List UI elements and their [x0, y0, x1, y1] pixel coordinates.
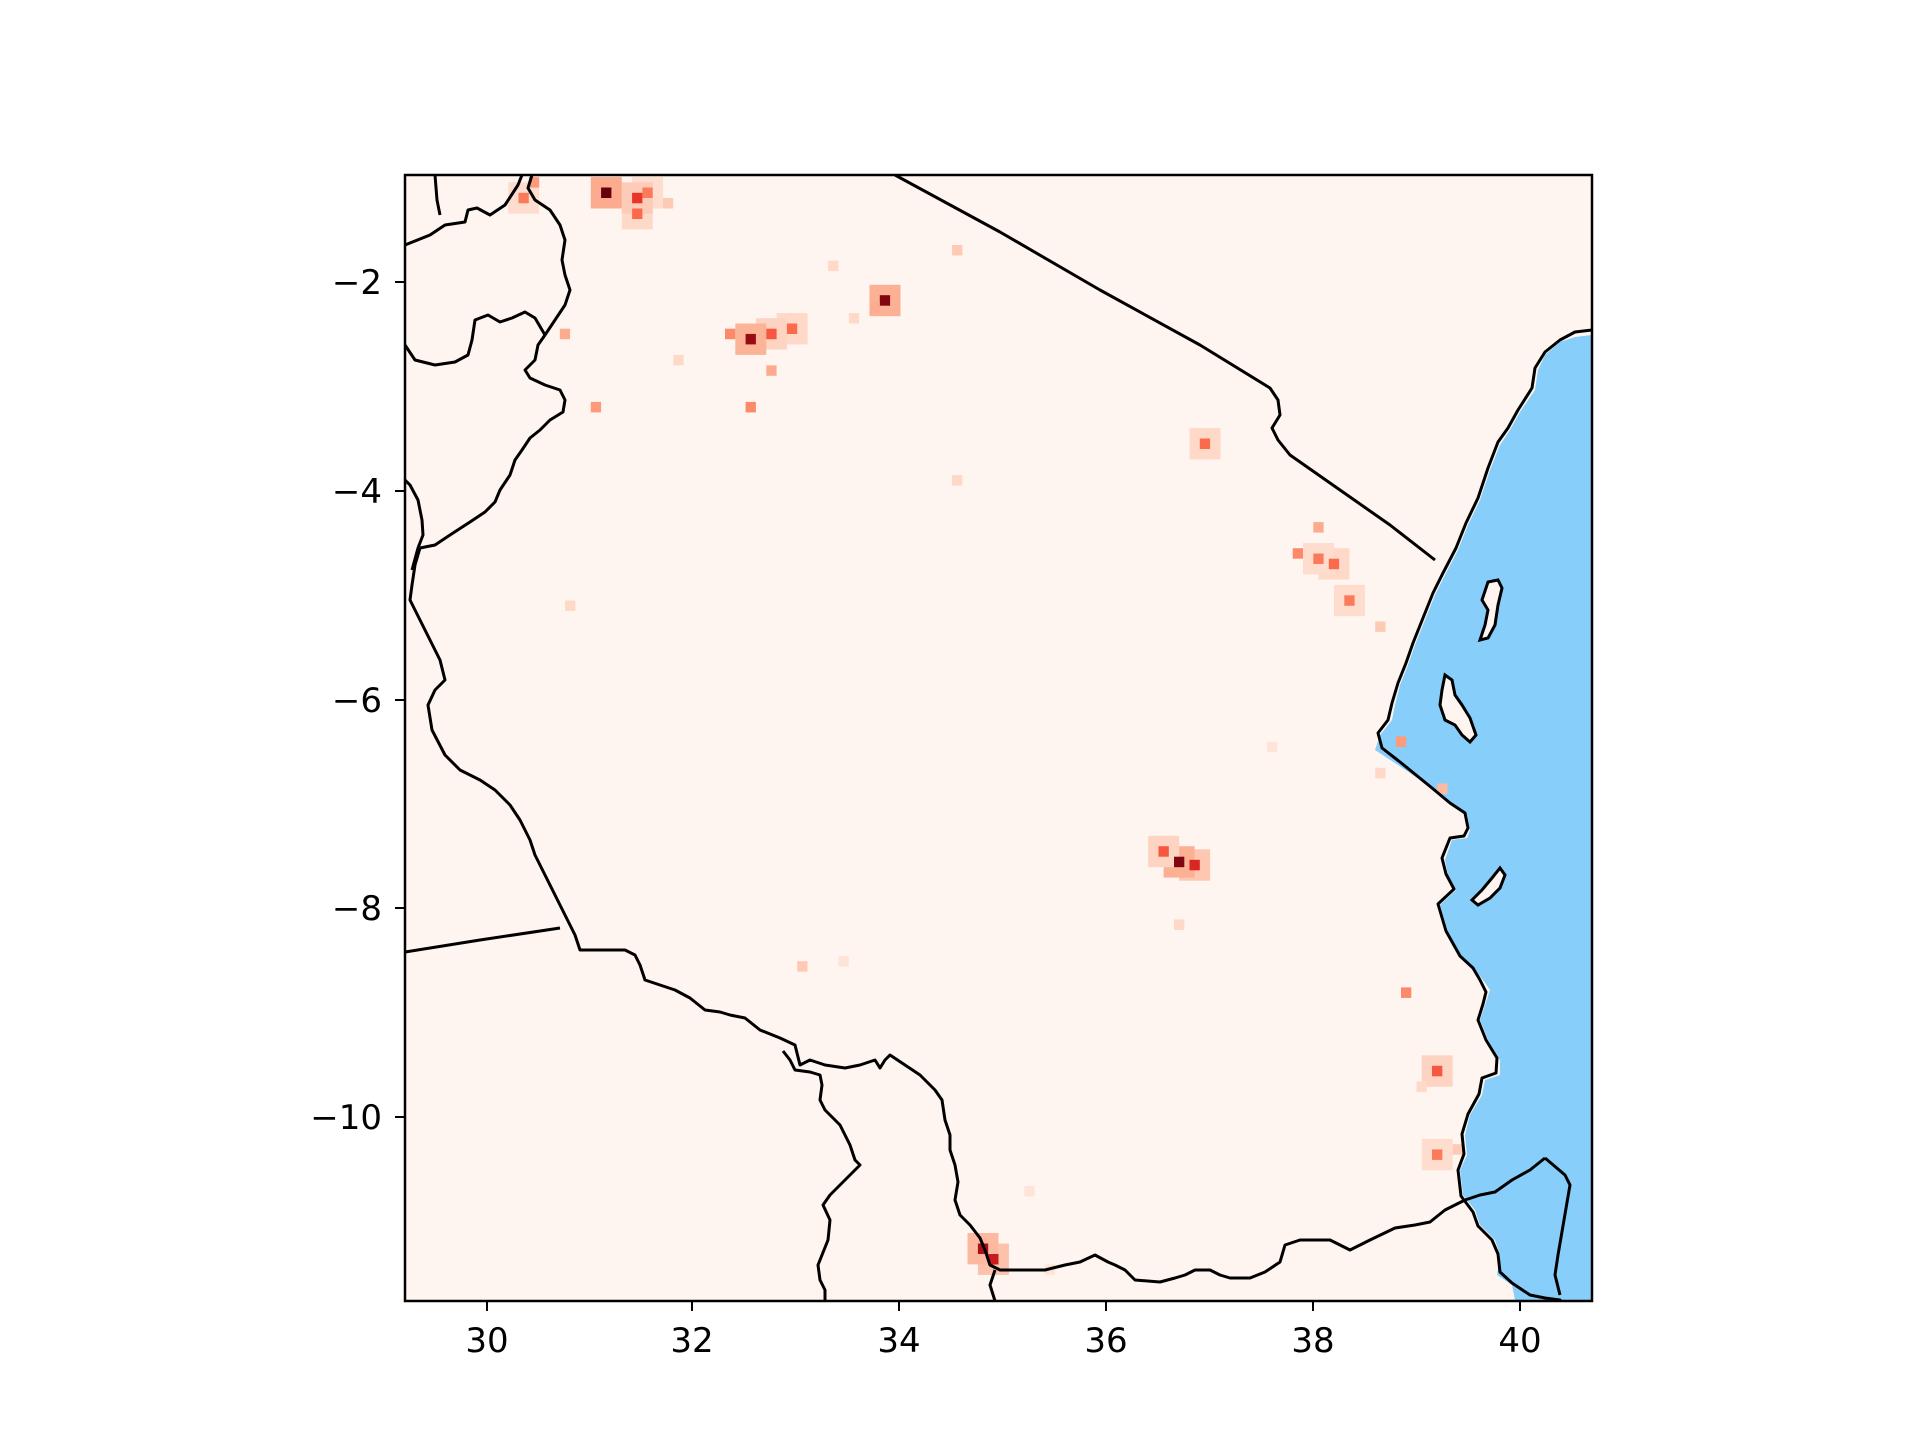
heat-pixel [1313, 522, 1324, 533]
y-tick-labels: −2 −4 −6 −8 −10 [310, 263, 382, 1138]
pemba-island [1477, 578, 1504, 643]
zambia-border [405, 926, 561, 954]
heat-pixel [952, 475, 963, 486]
heat-pixel [1266, 741, 1278, 753]
heat-pixel [565, 600, 576, 611]
heat-pixel [1174, 856, 1185, 868]
heat-pixel [1199, 438, 1211, 449]
x-tick-label: 36 [1084, 1321, 1127, 1361]
heat-pixel [1344, 595, 1355, 606]
heat-pixel [745, 333, 756, 345]
heat-pixel [1401, 987, 1412, 998]
indian-ocean [1375, 335, 1592, 1301]
heat-pixel [1158, 846, 1169, 857]
heat-pixel [1375, 621, 1386, 632]
heat-pixel [1328, 558, 1340, 570]
heat-pixel [952, 245, 963, 256]
y-tick-label: −8 [332, 889, 382, 929]
x-tick-label: 34 [877, 1321, 920, 1361]
tanzania-border [405, 175, 1546, 1284]
heat-pixel [673, 354, 684, 366]
coastline [1376, 328, 1592, 1301]
heat-pixel [601, 187, 612, 198]
heat-pixel [988, 1254, 999, 1265]
heat-pixel [1452, 1144, 1463, 1155]
heat-pixel [1395, 736, 1407, 747]
heat-pixel [518, 192, 529, 204]
heat-pixel [725, 328, 736, 340]
heat-pixel [663, 198, 674, 209]
heat-pixel [766, 328, 777, 340]
burundi-border [405, 310, 547, 367]
dr-congo-border [405, 478, 425, 571]
heat-pixel [797, 961, 808, 972]
heat-pixel [1189, 859, 1200, 871]
heat-pixel [766, 365, 777, 376]
y-tick-label: −4 [332, 472, 382, 512]
y-tick-label: −6 [332, 681, 382, 721]
malawi-border [781, 1050, 862, 1301]
x-tick-label: 38 [1291, 1321, 1334, 1361]
heat-pixel [1024, 1186, 1035, 1197]
heat-pixel [838, 956, 849, 967]
heat-pixel [745, 401, 756, 413]
heat-pixel [848, 313, 860, 324]
heat-pixel [642, 187, 653, 198]
heat-pixel [1416, 1081, 1427, 1092]
heat-pixel [869, 302, 880, 314]
heat-pixel [786, 323, 798, 334]
y-ticks [395, 281, 405, 1118]
heat-pixel [632, 208, 643, 219]
y-tick-label: −2 [332, 263, 382, 303]
heat-pixel [1174, 919, 1185, 930]
x-tick-label: 32 [670, 1321, 713, 1361]
x-tick-labels: 30 32 34 36 38 40 [465, 1321, 1541, 1361]
mozambique-border [1544, 1156, 1572, 1296]
heat-pixel [590, 401, 602, 413]
axes-frame [403, 173, 1594, 1303]
kenya-border [894, 175, 1436, 562]
x-tick-label: 30 [465, 1321, 508, 1361]
heat-pixel [1432, 1149, 1443, 1160]
malawi-east-border [988, 1269, 997, 1301]
country-borders [405, 175, 1592, 1301]
heat-pixel [559, 328, 571, 340]
x-ticks [486, 1301, 1521, 1311]
heat-pixel [1375, 767, 1386, 779]
y-tick-label: −10 [310, 1098, 382, 1138]
mafia-island [1469, 865, 1507, 907]
zanzibar-island [1438, 672, 1478, 745]
heat-pixel [1292, 548, 1303, 559]
heat-pixel [1432, 1065, 1443, 1077]
heat-layer [508, 177, 1463, 1275]
x-tick-label: 40 [1498, 1321, 1541, 1361]
heat-pixel [879, 295, 891, 306]
heat-pixel [528, 177, 540, 188]
heat-pixel [1437, 783, 1448, 794]
heat-pixel [1313, 553, 1324, 564]
heat-pixel [632, 192, 643, 204]
rwanda-border [433, 175, 442, 216]
heat-pixel [828, 260, 839, 272]
